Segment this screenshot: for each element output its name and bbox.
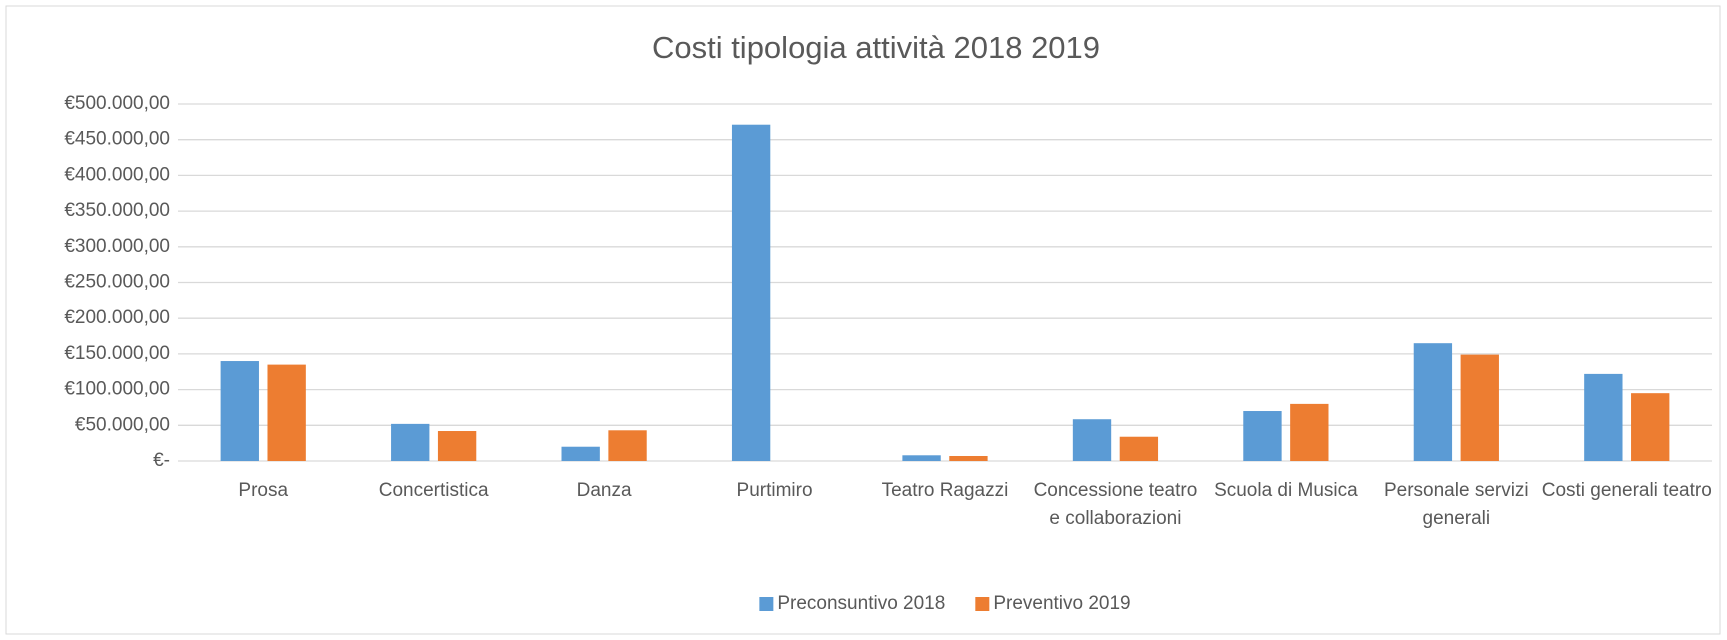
legend-swatch: [759, 597, 774, 611]
bar: [949, 456, 988, 461]
bar: [1119, 436, 1159, 461]
chart-title: Costi tipologia attività 2018 2019: [652, 30, 1100, 65]
chart-border: [5, 5, 1721, 635]
legend-label: Preconsuntivo 2018: [777, 593, 945, 614]
bar: [1413, 343, 1453, 461]
bar: [1584, 373, 1623, 461]
y-tick-label: €300.000,00: [64, 236, 170, 257]
bar: [1631, 393, 1670, 461]
y-tick-label: €150.000,00: [64, 343, 170, 364]
x-tick-label: Concertistica: [378, 480, 489, 501]
bar: [267, 364, 306, 461]
y-tick-label: €-: [153, 450, 170, 471]
x-tick-label: Scuola di Musica: [1214, 480, 1358, 501]
bar: [391, 423, 430, 461]
x-tick-label: Concessione teatro e collaborazioni: [1033, 480, 1198, 529]
bar: [1243, 411, 1282, 461]
y-tick-label: €200.000,00: [64, 307, 170, 328]
bar: [608, 430, 647, 461]
legend-swatch: [975, 597, 990, 611]
y-tick-label: €50.000,00: [75, 414, 170, 435]
y-tick-label: €100.000,00: [64, 379, 170, 400]
y-tick-label: €450.000,00: [64, 129, 170, 150]
bar: [561, 446, 600, 461]
y-tick-label: €400.000,00: [64, 164, 170, 185]
bar: [731, 124, 771, 462]
bar: [1290, 403, 1329, 461]
x-tick-label: Danza: [576, 480, 632, 501]
y-tick-label: €250.000,00: [64, 272, 170, 293]
bar: [902, 455, 941, 461]
x-tick-label: Purtimiro: [736, 480, 813, 501]
bar: [437, 431, 477, 461]
bar: [220, 361, 259, 461]
x-tick-label: Costi generali teatro: [1541, 480, 1712, 501]
x-tick-label: Prosa: [238, 480, 289, 501]
x-tick-label: Personale servizi generali: [1383, 480, 1529, 529]
legend-label: Preventivo 2019: [993, 593, 1130, 614]
y-tick-label: €350.000,00: [64, 200, 170, 221]
y-tick-label: €500.000,00: [64, 93, 170, 114]
x-tick-label: Teatro Ragazzi: [881, 480, 1009, 501]
bar: [1072, 419, 1112, 461]
bar: [1460, 354, 1499, 461]
